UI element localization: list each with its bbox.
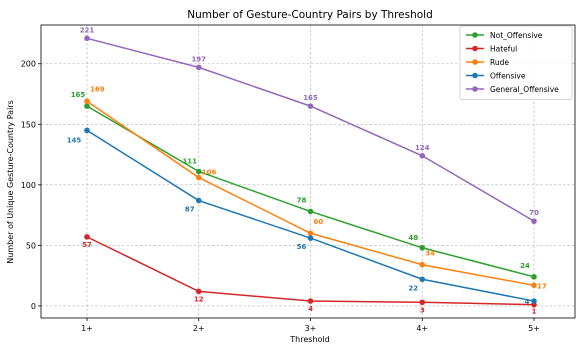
legend-marker-rude	[472, 59, 478, 65]
data-point-not-offensive	[419, 244, 426, 251]
data-label-not-offensive: 24	[520, 262, 530, 270]
data-label-offensive: 22	[408, 284, 418, 292]
legend-label-hateful: Hateful	[490, 45, 517, 54]
data-label-rude: 60	[314, 218, 324, 226]
data-label-hateful: 57	[82, 241, 92, 249]
y-tick-label: 0	[31, 302, 36, 311]
data-point-rude	[531, 282, 537, 289]
data-point-general-offensive	[195, 64, 202, 71]
data-label-offensive: 56	[297, 243, 307, 251]
x-tick-label: 5+	[528, 324, 540, 333]
data-label-rude: 106	[202, 169, 217, 177]
legend-marker-not-offensive	[472, 32, 478, 38]
data-label-hateful: 1	[532, 308, 537, 316]
data-point-offensive	[531, 298, 537, 304]
data-point-rude	[307, 230, 314, 237]
data-label-general-offensive: 124	[415, 144, 430, 152]
data-point-not-offensive	[531, 274, 537, 280]
legend: Not_Offensive Hateful Rude Offensive General…	[459, 25, 573, 100]
data-label-hateful: 12	[194, 295, 204, 303]
axes: 0 50 100 150 200 1+ 2+ 3+ 4+ 5+	[21, 24, 576, 333]
data-label-general-offensive: 197	[191, 55, 206, 63]
data-point-not-offensive	[195, 168, 202, 175]
series-layer	[84, 35, 537, 308]
data-point-hateful	[84, 234, 90, 240]
x-tick-label: 4+	[416, 324, 428, 333]
data-point-not-offensive	[307, 208, 314, 215]
data-point-general-offensive	[531, 218, 537, 224]
data-label-rude: 34	[425, 250, 435, 258]
legend-label-not-offensive: Not_Offensive	[490, 31, 543, 40]
chart-title: Number of Gesture-Country Pairs by Thres…	[187, 9, 433, 21]
data-point-offensive	[419, 276, 426, 283]
legend-marker-offensive	[472, 72, 478, 79]
data-point-offensive	[307, 235, 314, 241]
data-point-general-offensive	[84, 35, 90, 42]
legend-box	[459, 25, 573, 100]
data-label-offensive: 145	[67, 136, 82, 144]
legend-label-rude: Rude	[490, 58, 509, 67]
y-tick-label: 150	[21, 120, 36, 129]
data-point-rude	[84, 98, 90, 105]
legend-marker-general-offensive	[472, 86, 478, 92]
x-tick-label: 3+	[305, 324, 317, 333]
data-label-general-offensive: 165	[303, 94, 318, 102]
x-tick-label: 1+	[81, 324, 93, 333]
data-label-rude: 17	[537, 282, 547, 290]
data-point-not-offensive	[84, 103, 90, 109]
data-point-rude	[195, 174, 202, 181]
data-label-rude: 169	[90, 85, 105, 93]
data-label-hateful: 4	[308, 305, 313, 313]
data-point-hateful	[195, 288, 202, 295]
data-label-not-offensive: 78	[297, 196, 307, 204]
y-tick-label: 100	[21, 181, 36, 190]
data-label-general-offensive: 70	[529, 209, 539, 217]
x-tick-label: 2+	[193, 324, 205, 333]
legend-label-offensive: Offensive	[490, 72, 526, 81]
y-tick-label: 200	[21, 60, 36, 69]
data-label-not-offensive: 48	[408, 234, 418, 242]
data-label-hateful: 3	[420, 306, 425, 314]
legend-label-general-offensive: General_Offensive	[490, 85, 559, 94]
y-tick-label: 50	[26, 241, 36, 250]
y-axis-label: Number of Unique Gesture-Country Pairs	[6, 100, 15, 263]
data-point-general-offensive	[419, 152, 426, 159]
data-point-rude	[419, 261, 426, 268]
legend-marker-hateful	[472, 45, 478, 52]
data-point-general-offensive	[307, 103, 314, 109]
data-label-general-offensive: 221	[80, 26, 95, 34]
data-label-not-offensive: 111	[182, 158, 197, 166]
data-label-offensive: 87	[185, 206, 195, 214]
data-label-not-offensive: 165	[71, 91, 86, 99]
data-point-hateful	[307, 298, 314, 304]
data-label-offensive: 4	[525, 298, 530, 306]
data-point-hateful	[419, 299, 426, 306]
data-point-offensive	[84, 127, 90, 134]
plot-frame	[40, 24, 576, 319]
data-point-offensive	[195, 197, 202, 204]
x-axis-label: Threshold	[289, 335, 329, 344]
grid	[41, 25, 575, 318]
